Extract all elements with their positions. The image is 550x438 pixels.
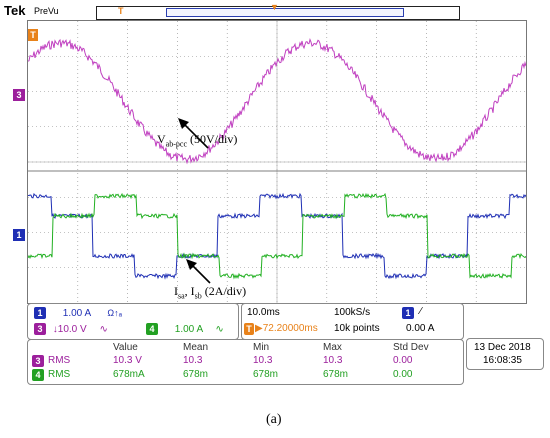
trigger-position-icon: T: [244, 323, 254, 335]
ch4-setting[interactable]: 4 1.00 A ∿: [146, 323, 224, 335]
trigger-arrow-icon: ▼: [270, 2, 279, 12]
meas-header-mean: Mean: [183, 342, 209, 353]
time-display: 16:08:35: [483, 355, 522, 366]
ch3-voltage-trace: [28, 38, 526, 165]
ch1-setting[interactable]: 1 1.00 A Ω↑ₐ: [34, 307, 122, 319]
meas-header-stddev: Std Dev: [393, 342, 429, 353]
ch4-scale: 1.00 A: [174, 324, 203, 335]
ch3-setting[interactable]: 3 ↓10.0 V ∿: [34, 323, 108, 335]
ch1-bandwidth-icon: Ω↑ₐ: [107, 308, 122, 318]
waveform-canvas: [28, 21, 526, 303]
meas-header-min: Min: [253, 342, 270, 353]
timebase-panel[interactable]: 10.0ms 100kS/s 1 ∕ T ▶72.20000ms 10k poi…: [241, 303, 464, 340]
current-arrowhead-icon: [186, 259, 197, 270]
meas-header-value: Value: [113, 342, 138, 353]
meas-ch4-value: 678mA: [113, 369, 145, 380]
record-length-bar[interactable]: [96, 6, 460, 20]
meas-ch3-mean: 10.3: [183, 355, 203, 366]
meas-ch3-label: RMS: [48, 355, 71, 366]
meas-ch4-badge: 4: [32, 369, 44, 381]
ch4-badge: 4: [146, 323, 158, 335]
meas-ch3-badge: 3: [32, 355, 44, 367]
meas-ch4-max: 678m: [323, 369, 349, 380]
channel-settings-panel[interactable]: 1 1.00 A Ω↑ₐ 3 ↓10.0 V ∿ 4 1.00 A ∿: [27, 303, 239, 340]
meas-ch3-max: 10.3: [323, 355, 343, 366]
voltage-arrow: [182, 122, 209, 149]
sample-rate: 100kS/s: [334, 307, 371, 318]
trigger-level-marker[interactable]: T: [28, 29, 38, 41]
meas-ch4-label: RMS: [48, 369, 71, 380]
scope-header: Tek PreVu T ▼: [0, 0, 550, 22]
voltage-annotation: Vab-pcc (50V/div): [157, 132, 238, 149]
current-arrow: [190, 263, 211, 284]
meas-ch4-stddev: 0.00: [393, 369, 413, 380]
ch3-coupling-icon: ∿: [99, 324, 108, 335]
meas-ch3-min: 10.3: [253, 355, 273, 366]
ch3-ground-marker[interactable]: 3: [13, 89, 25, 101]
ch1-current-trace: [28, 192, 526, 280]
date-display: 13 Dec 2018: [474, 342, 531, 353]
ch1-scale: 1.00 A: [62, 308, 91, 319]
meas-ch3-stddev: 0.00: [393, 355, 413, 366]
measurements-panel[interactable]: Value Mean Min Max Std Dev 3 RMS 10.3 V …: [27, 339, 464, 385]
trigger-edge-icon: ∕: [420, 306, 422, 317]
record-view-window[interactable]: [166, 8, 404, 17]
meas-header-max: Max: [323, 342, 342, 353]
meas-ch4-mean: 678m: [183, 369, 209, 380]
figure-caption: (a): [266, 412, 282, 427]
horizontal-scale: 10.0ms: [247, 307, 280, 318]
waveform-display[interactable]: Vab-pcc (50V/div) Isa, Isb (2A/div): [27, 20, 527, 304]
ch3-scale: ↓10.0 V: [52, 324, 87, 335]
brand-logo: Tek: [4, 3, 26, 18]
trigger-source-badge: 1: [402, 307, 414, 319]
acquisition-mode: PreVu: [34, 6, 59, 16]
trigger-level: 0.00 A: [406, 323, 435, 334]
voltage-arrowhead-icon: [178, 118, 189, 129]
record-points: 10k points: [334, 323, 380, 334]
ch3-badge: 3: [34, 323, 46, 335]
datetime-panel: 13 Dec 2018 16:08:35: [466, 338, 544, 370]
ch4-current-trace: [28, 192, 526, 280]
meas-ch3-value: 10.3 V: [113, 355, 142, 366]
trigger-position-marker: T: [118, 6, 124, 16]
meas-ch4-min: 678m: [253, 369, 279, 380]
trigger-position: ▶72.20000ms: [255, 323, 318, 334]
current-annotation: Isa, Isb (2A/div): [174, 284, 247, 301]
ch4-coupling-icon: ∿: [215, 324, 224, 335]
ch1-ground-marker[interactable]: 1: [13, 229, 25, 241]
ch1-badge: 1: [34, 307, 46, 319]
